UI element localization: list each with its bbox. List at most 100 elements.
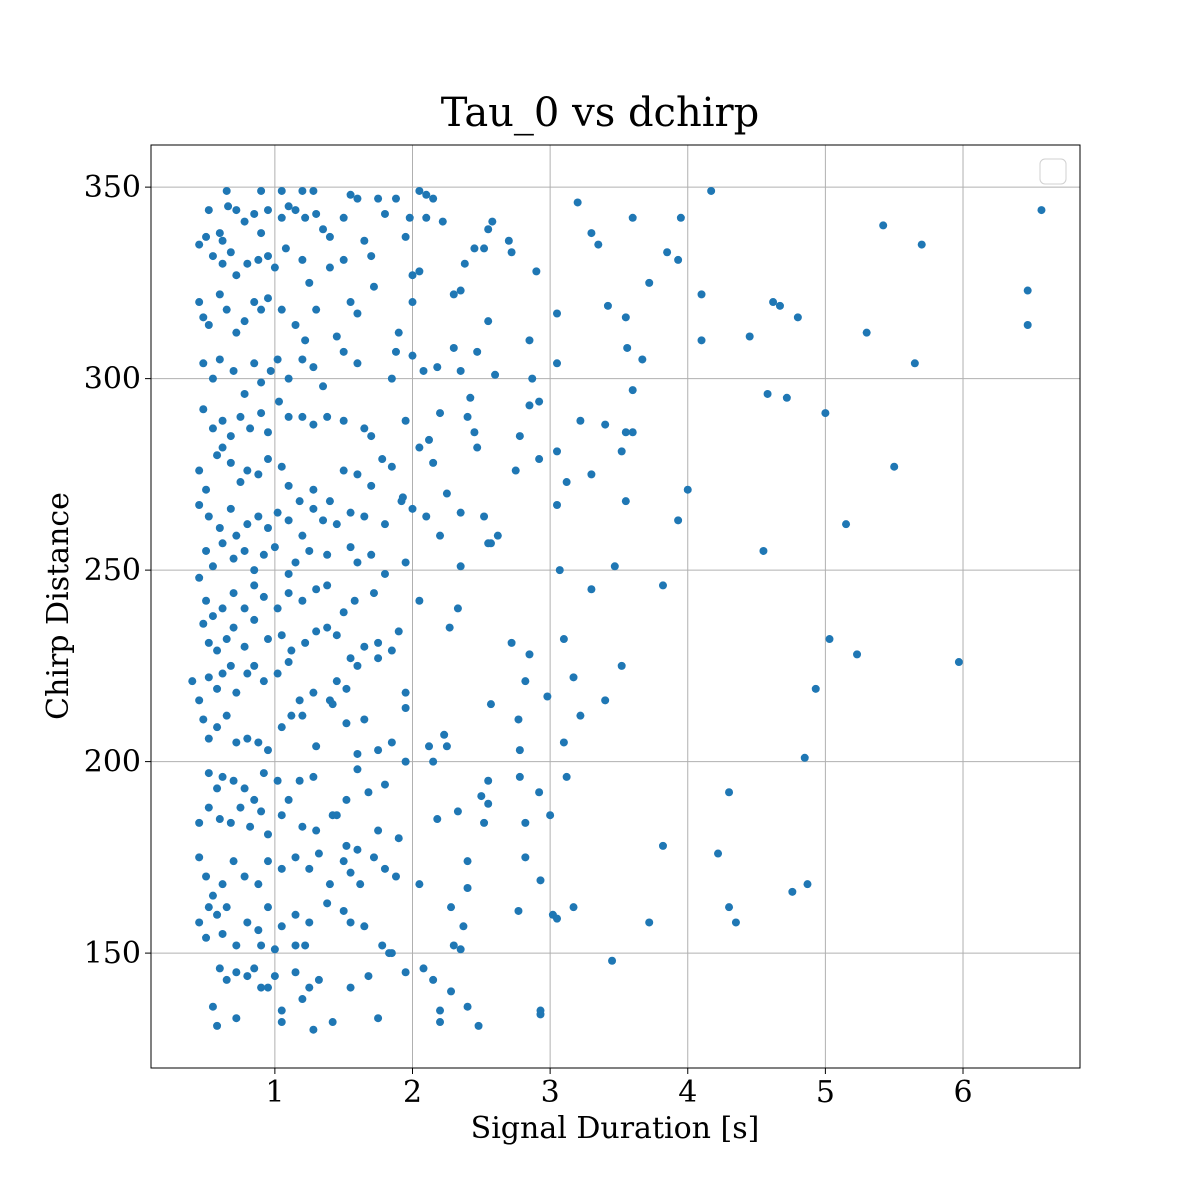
data-point [328,700,337,709]
data-point [621,428,630,437]
data-point [204,903,213,912]
data-point [853,650,862,659]
data-point [811,684,820,693]
data-point [291,206,300,215]
data-point [350,596,359,605]
data-point [215,523,224,532]
data-point [325,497,334,506]
data-point [535,455,544,464]
data-point [202,546,211,555]
data-point [257,186,266,195]
data-point [259,550,268,559]
data-point [658,581,667,590]
data-point [298,995,307,1004]
data-point [323,623,332,632]
data-point [291,558,300,567]
data-point [474,1021,483,1030]
data-point [339,906,348,915]
data-point [422,190,431,199]
y-axis-label: Chirp Distance [41,492,76,720]
data-point [259,769,268,778]
data-point [301,213,310,222]
data-point [236,478,245,487]
data-point [342,684,351,693]
data-point [536,876,545,885]
data-point [360,424,369,433]
data-point [603,301,612,310]
data-point [284,202,293,211]
data-point [274,397,283,406]
data-point [353,309,362,318]
data-point [250,795,259,804]
data-point [195,918,204,927]
data-point [215,964,224,973]
data-point [346,508,355,517]
data-point [429,194,438,203]
data-point [273,355,282,364]
data-point [714,849,723,858]
data-point [213,451,222,460]
data-point [259,677,268,686]
data-point [346,983,355,992]
data-point [204,321,213,330]
data-point [240,217,249,226]
data-point [621,497,630,506]
data-point [202,232,211,241]
data-point [204,803,213,812]
data-point [594,240,603,249]
x-axis-label: Signal Duration [s] [471,1111,760,1146]
data-point [323,899,332,908]
data-point [862,328,871,337]
data-point [521,677,530,686]
data-point [442,489,451,498]
data-point [460,259,469,268]
data-point [425,742,434,751]
data-point [707,186,716,195]
data-point [281,244,290,253]
data-point [353,194,362,203]
data-point [697,336,706,345]
data-point [199,405,208,414]
data-point [312,209,321,218]
data-point [456,945,465,954]
data-point [1023,321,1032,330]
data-point [470,428,479,437]
data-point [380,780,389,789]
data-point [204,512,213,521]
data-point [204,734,213,743]
data-point [319,382,328,391]
data-point [270,543,279,552]
data-point [204,638,213,647]
data-point [825,635,834,644]
data-point [731,918,740,927]
data-point [232,941,241,950]
data-point [263,252,272,261]
data-point [277,864,286,873]
data-point [263,428,272,437]
data-point [367,432,376,441]
data-point [676,213,685,222]
data-point [213,684,222,693]
data-point [466,393,475,402]
data-point [422,512,431,521]
data-point [298,355,307,364]
data-point [229,776,238,785]
data-point [236,803,245,812]
data-point [456,508,465,517]
data-point [463,857,472,866]
data-point [449,941,458,950]
data-point [346,654,355,663]
data-point [353,765,362,774]
data-point [232,968,241,977]
data-point [298,596,307,605]
data-point [309,363,318,372]
data-point [243,669,252,678]
data-point [222,635,231,644]
data-point [213,723,222,732]
data-point [195,466,204,475]
data-point [222,186,231,195]
data-point [208,374,217,383]
data-point [287,711,296,720]
data-point [415,880,424,889]
gridlines [151,145,1080,1068]
